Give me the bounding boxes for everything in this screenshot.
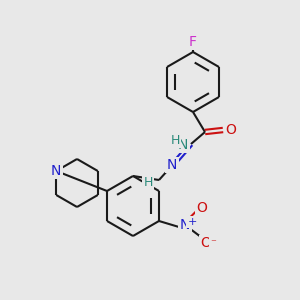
Text: ⁻: ⁻ [210, 238, 216, 248]
Text: O: O [200, 236, 211, 250]
Text: O: O [196, 201, 207, 215]
Text: N: N [178, 138, 188, 152]
Text: N: N [180, 218, 190, 232]
Text: H: H [143, 176, 153, 188]
Text: O: O [226, 123, 236, 137]
Text: H: H [170, 134, 180, 146]
Text: +: + [187, 217, 197, 227]
Text: F: F [189, 35, 197, 49]
Text: N: N [51, 164, 62, 178]
Text: N: N [167, 158, 177, 172]
